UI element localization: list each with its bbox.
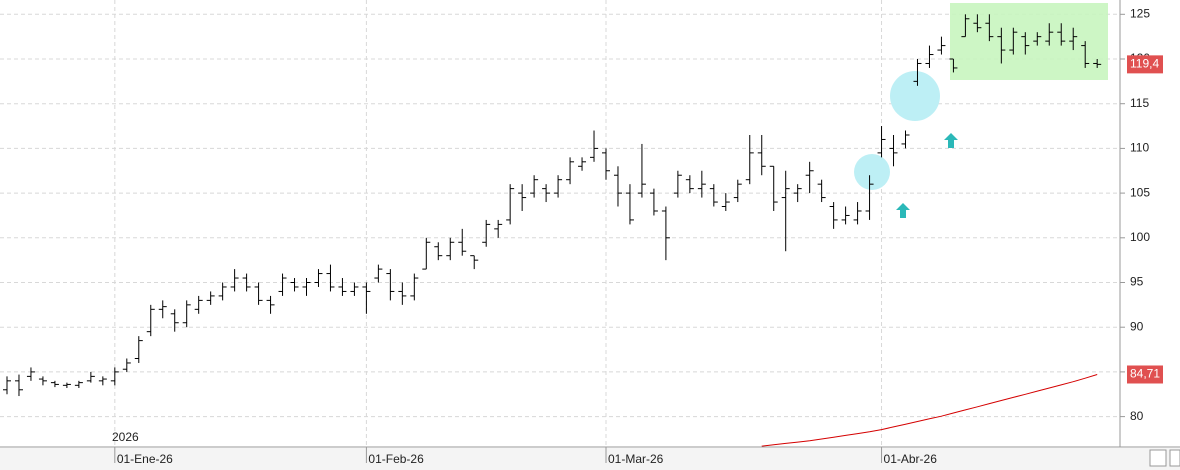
y-tick-label: 95: [1130, 275, 1144, 289]
year-label: 2026: [112, 430, 139, 444]
y-tick-label: 110: [1130, 141, 1149, 155]
x-axis-band: [0, 448, 1180, 470]
y-tick-label: 105: [1130, 185, 1150, 199]
y-tick-label: 100: [1130, 230, 1150, 244]
price-tag-label: 84,71: [1130, 367, 1160, 381]
x-tick-label: 01-Feb-26: [368, 452, 424, 466]
y-tick-label: 80: [1130, 409, 1144, 423]
arrow-up: [944, 133, 958, 148]
x-tick-label: 01-Ene-26: [117, 452, 173, 466]
scroll-button[interactable]: [1169, 449, 1180, 467]
x-tick-label: 01-Mar-26: [608, 452, 664, 466]
highlight-circle: [890, 71, 940, 121]
y-tick-label: 115: [1130, 96, 1149, 110]
arrow-up: [896, 203, 910, 218]
y-tick-label: 125: [1130, 6, 1150, 20]
plot: [3, 14, 1102, 447]
moving-average: [761, 374, 1098, 447]
price-tag: [1127, 55, 1163, 74]
axes: 8085909510010511011512012501-Ene-2601-Fe…: [114, 6, 1163, 466]
highlight-circle: [854, 154, 890, 190]
highlight-box: [950, 3, 1108, 80]
y-tick-label: 90: [1130, 319, 1144, 333]
scroll-button[interactable]: [1149, 449, 1167, 467]
price-tag: [1127, 365, 1163, 384]
x-tick-label: 01-Abr-26: [884, 452, 938, 466]
price-tag-label: 119,4: [1130, 57, 1159, 71]
